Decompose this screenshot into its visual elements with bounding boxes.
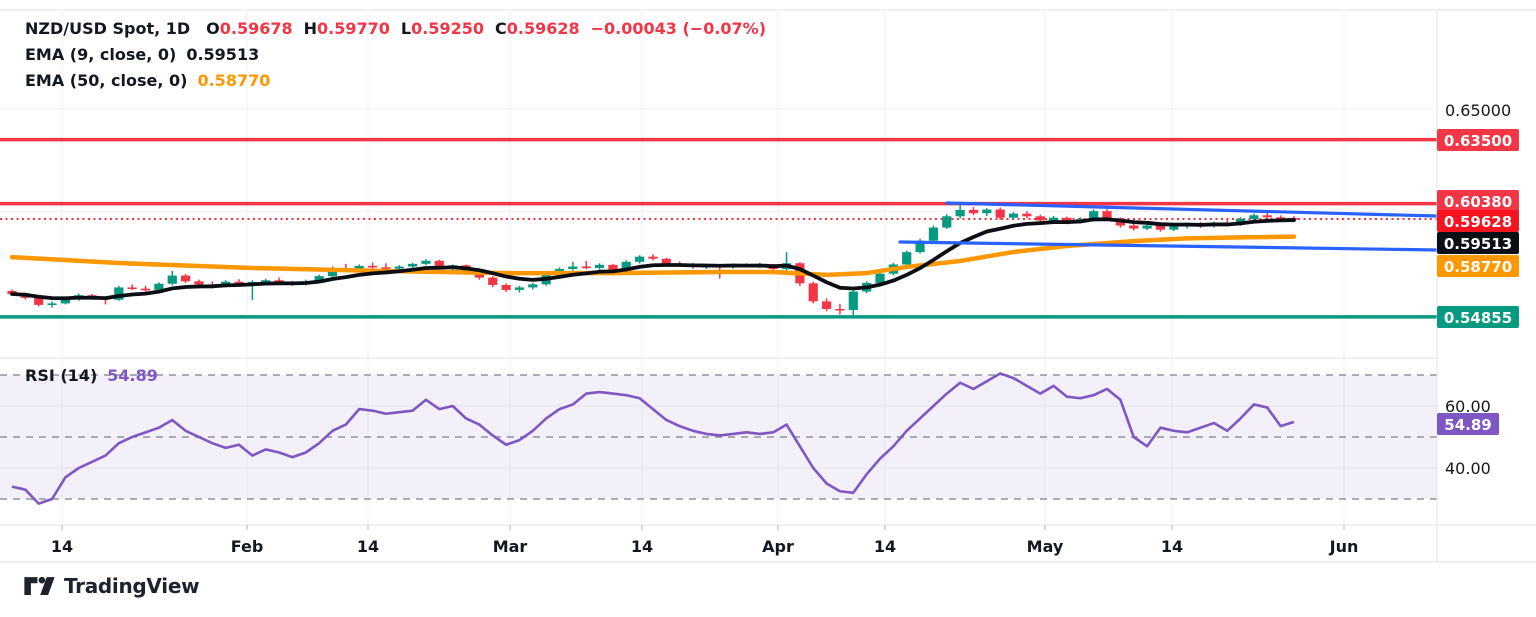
open-value: 0.59678 — [219, 19, 293, 38]
axis-badge-text: 0.54855 — [1444, 309, 1512, 327]
axis-label-0.65000: 0.65000 — [1445, 101, 1511, 120]
axis-badge-0.58770 — [1437, 255, 1519, 277]
trendline-upper[interactable] — [945, 201, 1439, 218]
rsi-legend: RSI (14) 54.89 — [25, 366, 158, 385]
axis-badge-text: 0.60380 — [1444, 193, 1512, 211]
axis-badge-0.63500 — [1437, 129, 1519, 151]
time-axis-label: 14 — [51, 537, 73, 556]
high-label: H — [303, 19, 318, 38]
axis-badge-text: 0.59513 — [1444, 235, 1512, 253]
ema50-label: EMA (50, close, 0) — [25, 71, 188, 90]
axis-badge-0.59513 — [1437, 232, 1519, 254]
time-axis-label: 14 — [1161, 537, 1183, 556]
time-axis-label: 14 — [631, 537, 653, 556]
time-axis-label: Jun — [1329, 537, 1359, 556]
low-label: L — [400, 19, 412, 38]
ema9-label: EMA (9, close, 0) — [25, 45, 177, 64]
axis-badge-text: 54.89 — [1444, 416, 1491, 434]
time-axis-label: Mar — [493, 537, 528, 556]
close-label: C — [495, 19, 507, 38]
low-value: 0.59250 — [411, 19, 484, 38]
axis-badge-54.89 — [1437, 413, 1499, 435]
time-axis[interactable]: 14 Feb 14 Mar 14 Apr 14 May 14 Jun — [51, 525, 1359, 556]
axis-badge-text: 0.58770 — [1444, 258, 1512, 276]
axis-label-60.00: 60.00 — [1445, 397, 1491, 416]
rsi-value: 54.89 — [107, 366, 158, 385]
time-axis-label: May — [1027, 537, 1064, 556]
tradingview-logo-icon — [24, 575, 55, 597]
tradingview-brand-text: TradingView — [64, 574, 200, 598]
legend: NZD/USD Spot, 1D O0.59678 H0.59770 L0.59250… — [25, 16, 766, 94]
axis-badge-text: 0.63500 — [1444, 132, 1512, 150]
axis-badge-0.60380 — [1437, 190, 1519, 212]
legend-ema9-row: EMA (9, close, 0) 0.59513 — [25, 42, 766, 68]
axis-badge-0.59628 — [1437, 210, 1519, 232]
time-axis-label: Feb — [231, 537, 264, 556]
rsi-label: RSI (14) — [25, 366, 98, 385]
price-axis[interactable]: 0.65000 0.63500 0.60380 0.59628 0.59513 0.587… — [1437, 101, 1519, 478]
axis-label-40.00: 40.00 — [1445, 459, 1491, 478]
legend-ema50-row: EMA (50, close, 0) 0.58770 — [25, 68, 766, 94]
axis-badge-0.54855 — [1437, 306, 1519, 328]
time-axis-label: Apr — [762, 537, 794, 556]
change-value: −0.00043 (−0.07%) — [590, 19, 767, 38]
legend-main-row: NZD/USD Spot, 1D O0.59678 H0.59770 L0.59250… — [25, 16, 766, 42]
symbol-title: NZD/USD Spot, 1D — [25, 19, 191, 38]
trendline-lower[interactable] — [898, 240, 1439, 252]
ema50-value: 0.58770 — [197, 71, 271, 90]
high-value: 0.59770 — [317, 19, 390, 38]
rsi-line — [11, 372, 1295, 505]
open-label: O — [206, 19, 220, 38]
close-value: 0.59628 — [506, 19, 580, 38]
time-axis-label: 14 — [874, 537, 896, 556]
time-axis-label: 14 — [357, 537, 379, 556]
ema9-value: 0.59513 — [186, 45, 260, 64]
ema50-line — [9, 234, 1297, 278]
ema9-line — [10, 217, 1296, 301]
tradingview-watermark[interactable]: TradingView — [24, 574, 200, 598]
axis-badge-text: 0.59628 — [1444, 213, 1512, 231]
